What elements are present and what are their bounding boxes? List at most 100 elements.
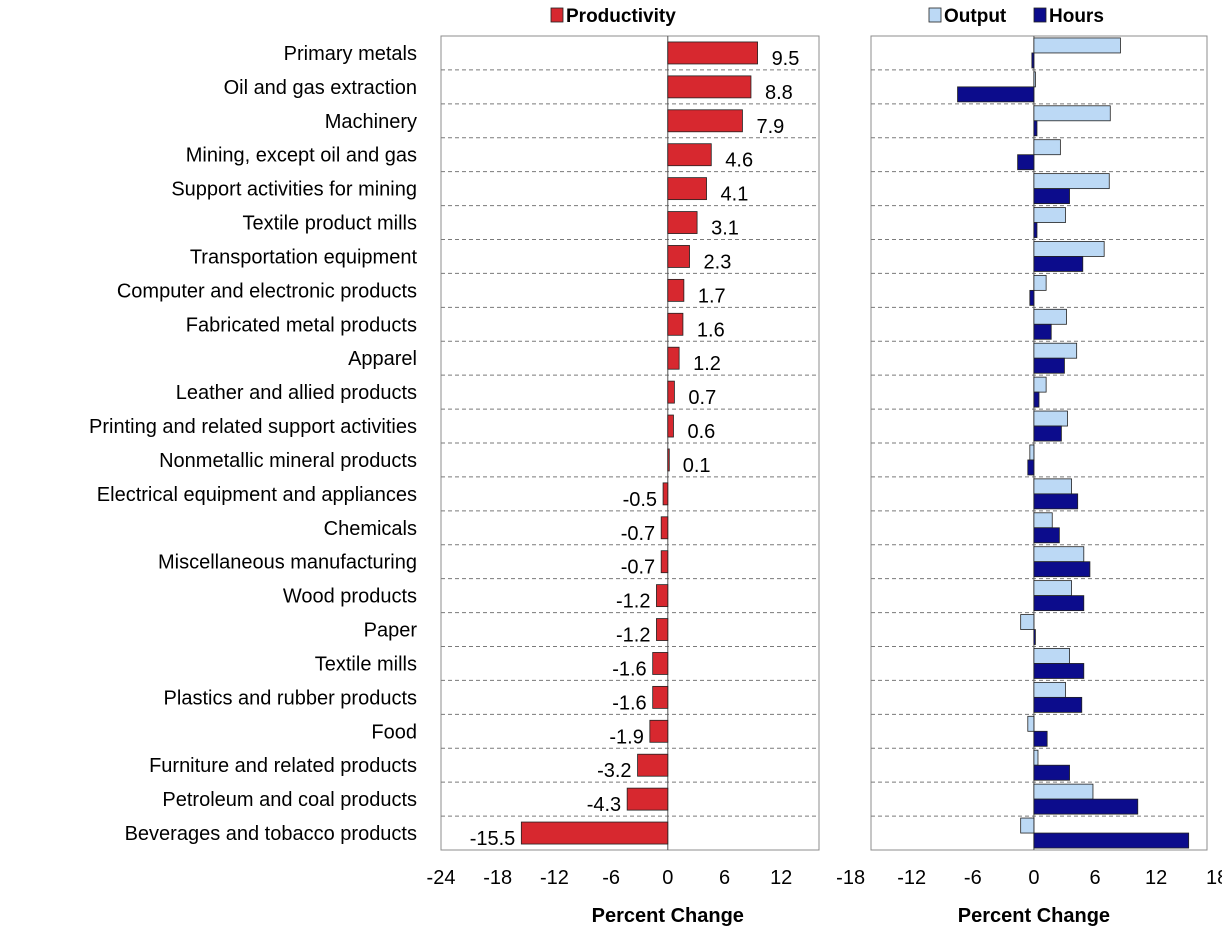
- output-bar: [1033, 783, 1094, 800]
- productivity-bar: [667, 75, 752, 99]
- hours-bar: [1017, 154, 1035, 171]
- productivity-bar: [667, 312, 684, 336]
- right-x-axis-title: Percent Change: [958, 905, 1110, 927]
- productivity-bar: [667, 109, 743, 133]
- right-x-tick-label: 18: [1206, 867, 1222, 889]
- productivity-bar: [667, 380, 675, 404]
- left-x-tick-label: 6: [719, 867, 730, 889]
- productivity-value-label: 1.7: [698, 285, 726, 307]
- category-label: Computer and electronic products: [117, 280, 417, 302]
- output-bar: [1033, 71, 1036, 88]
- right-x-tick-label: -6: [964, 867, 982, 889]
- output-bar: [1033, 376, 1047, 393]
- productivity-bar: [656, 618, 669, 641]
- category-label: Textile mills: [315, 653, 417, 675]
- productivity-value-label: 0.1: [683, 455, 711, 477]
- productivity-value-label: 0.7: [688, 387, 716, 409]
- hours-bar: [957, 86, 1035, 103]
- productivity-bar: [667, 177, 707, 201]
- productivity-value-label: -1.6: [612, 692, 646, 714]
- hours-bar: [1033, 357, 1065, 374]
- output-bar: [1033, 139, 1061, 156]
- right-x-tick-label: -12: [897, 867, 926, 889]
- category-label: Mining, except oil and gas: [186, 145, 417, 167]
- output-bar: [1033, 749, 1039, 766]
- hours-bar: [1033, 188, 1070, 205]
- productivity-bar: [667, 245, 690, 268]
- productivity-value-label: 9.5: [772, 48, 800, 70]
- productivity-bar: [660, 516, 669, 540]
- productivity-value-label: -1.9: [609, 726, 643, 748]
- productivity-value-label: -1.2: [616, 591, 650, 613]
- output-bar: [1033, 512, 1053, 529]
- left-x-tick-label: -24: [427, 867, 456, 889]
- productivity-value-label: -4.3: [587, 794, 621, 816]
- left-x-tick-label: 12: [770, 867, 792, 889]
- productivity-value-label: 1.2: [693, 353, 721, 375]
- output-bar: [1020, 614, 1035, 630]
- productivity-bar: [667, 143, 712, 167]
- category-label: Oil and gas extraction: [224, 77, 417, 99]
- category-label: Nonmetallic mineral products: [159, 450, 417, 472]
- productivity-bar: [662, 482, 669, 506]
- category-label: Fabricated metal products: [186, 314, 417, 336]
- productivity-bar: [637, 753, 669, 777]
- category-label: Transportation equipment: [190, 246, 418, 268]
- output-bar: [1033, 342, 1078, 359]
- productivity-bar: [667, 211, 698, 234]
- productivity-value-label: -0.7: [621, 557, 655, 579]
- productivity-value-label: 4.1: [721, 184, 749, 206]
- output-bar: [1033, 274, 1047, 291]
- left-x-tick-label: -18: [483, 867, 512, 889]
- hours-bar: [1033, 629, 1036, 645]
- output-bar: [1033, 207, 1066, 223]
- legend-label-productivity: Productivity: [566, 6, 676, 27]
- legend-swatch-hours: [1033, 7, 1047, 23]
- productivity-bar: [649, 719, 669, 743]
- productivity-bar: [652, 652, 669, 675]
- productivity-value-label: -0.5: [623, 489, 657, 511]
- category-label: Paper: [364, 620, 418, 642]
- output-bar: [1033, 580, 1072, 597]
- left-x-axis-title: Percent Change: [592, 905, 744, 927]
- productivity-bar: [667, 41, 758, 65]
- legend-label-output: Output: [944, 6, 1007, 27]
- productivity-bar: [656, 584, 669, 608]
- hours-bar: [1033, 527, 1060, 544]
- output-bar: [1033, 105, 1111, 122]
- category-label: Textile product mills: [242, 213, 417, 235]
- productivity-bar: [626, 787, 669, 811]
- productivity-value-label: -3.2: [597, 760, 631, 782]
- output-bar: [1033, 37, 1121, 54]
- productivity-bar: [667, 278, 685, 302]
- productivity-bar: [652, 685, 669, 709]
- output-bar: [1033, 410, 1068, 427]
- productivity-value-label: -1.6: [612, 658, 646, 680]
- output-bar: [1033, 681, 1066, 698]
- category-label: Primary metals: [284, 43, 417, 65]
- hours-bar: [1029, 289, 1035, 306]
- output-bar: [1033, 308, 1067, 325]
- category-label: Support activities for mining: [171, 179, 417, 201]
- output-bar: [1029, 444, 1035, 461]
- category-label: Electrical equipment and appliances: [97, 484, 417, 506]
- productivity-value-label: 3.1: [711, 218, 739, 240]
- productivity-value-label: -1.2: [616, 625, 650, 647]
- output-bar: [1033, 241, 1105, 257]
- hours-bar: [1033, 595, 1085, 612]
- hours-bar: [1033, 256, 1084, 272]
- output-bar: [1033, 648, 1070, 664]
- output-hours-chart: -18 -12 -6 0 6 12 18 Percent Change Output Hours: [836, 6, 1222, 927]
- hours-bar: [1033, 730, 1048, 747]
- category-label: Machinery: [325, 111, 417, 133]
- output-bar: [1033, 546, 1085, 563]
- hours-bar: [1033, 222, 1038, 238]
- productivity-bar: [667, 414, 674, 438]
- category-label: Printing and related support activities: [89, 416, 417, 438]
- output-bar: [1033, 478, 1072, 495]
- productivity-value-label: 8.8: [765, 82, 793, 104]
- hours-bar: [1033, 493, 1079, 510]
- hours-bar: [1033, 323, 1052, 340]
- hours-bar: [1033, 663, 1085, 679]
